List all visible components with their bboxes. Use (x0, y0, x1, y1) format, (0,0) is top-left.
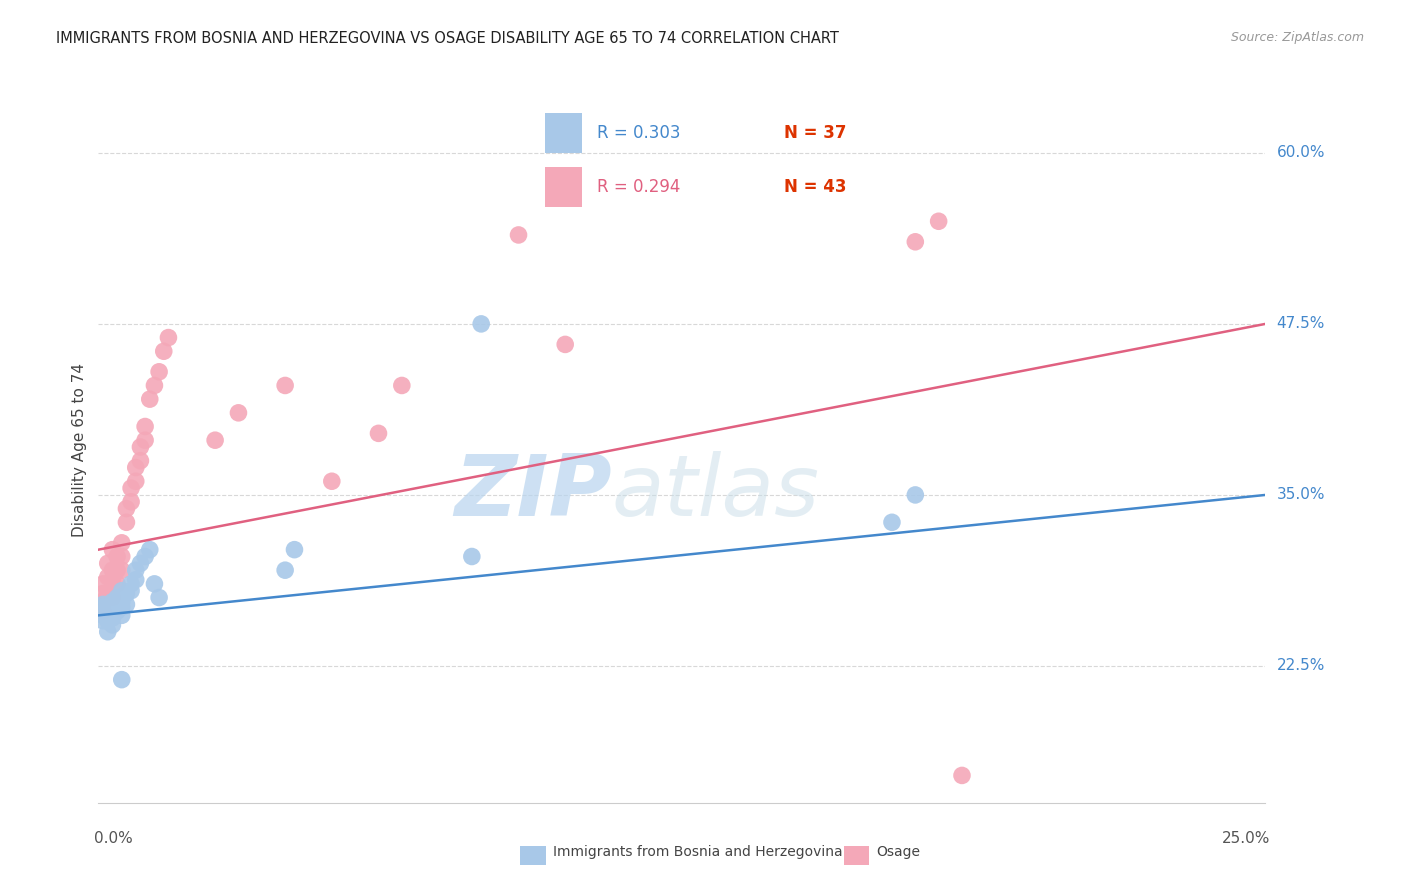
Point (139, 392, 162, 406)
Point (120, 495, 142, 509)
Point (111, 583, 134, 598)
Point (157, 330, 180, 344)
Point (508, 227, 530, 242)
Point (120, 583, 142, 598)
Point (97, 586, 120, 600)
Text: 35.0%: 35.0% (1277, 487, 1324, 502)
Point (470, 317, 492, 331)
Point (111, 595, 134, 609)
Point (274, 563, 297, 577)
Point (134, 433, 156, 447)
Point (129, 557, 152, 571)
Text: Osage: Osage (876, 845, 920, 859)
Text: N = 43: N = 43 (785, 178, 846, 196)
Point (101, 563, 124, 577)
Point (139, 542, 162, 557)
Point (105, 549, 128, 564)
Point (101, 591, 124, 605)
Point (120, 577, 142, 591)
Bar (546, 113, 582, 153)
Point (125, 475, 148, 489)
Point (228, 406, 250, 420)
Text: Immigrants from Bosnia and Herzegovina: Immigrants from Bosnia and Herzegovina (553, 845, 842, 859)
Point (880, 516, 903, 530)
Point (101, 618, 124, 632)
Point (129, 440, 152, 454)
Point (928, 214, 950, 228)
Point (91, 577, 114, 591)
Text: R = 0.303: R = 0.303 (598, 124, 681, 143)
Point (111, 600, 134, 615)
Point (101, 595, 124, 609)
Point (91, 598, 114, 612)
Point (204, 433, 226, 447)
Point (321, 475, 343, 489)
Text: 22.5%: 22.5% (1277, 658, 1324, 673)
Point (105, 591, 128, 605)
Point (950, 768, 973, 782)
Point (129, 454, 152, 468)
Point (904, 488, 927, 502)
Point (367, 426, 389, 441)
Point (111, 563, 134, 577)
Point (148, 591, 170, 605)
Point (125, 460, 148, 475)
Point (97, 600, 120, 615)
Point (101, 600, 124, 615)
Point (115, 598, 138, 612)
Point (111, 673, 134, 687)
Point (91, 595, 114, 609)
Point (91, 614, 114, 628)
Text: ZIP: ZIP (454, 451, 612, 534)
Text: Source: ZipAtlas.com: Source: ZipAtlas.com (1230, 31, 1364, 45)
Point (152, 344, 174, 359)
Point (91, 600, 114, 615)
Point (115, 516, 138, 530)
Point (101, 542, 124, 557)
Point (111, 549, 134, 564)
Point (143, 378, 166, 392)
Text: N = 37: N = 37 (785, 124, 846, 143)
Point (101, 573, 124, 587)
Point (391, 378, 413, 392)
Point (105, 604, 128, 618)
Point (111, 608, 134, 623)
Bar (546, 167, 582, 207)
Point (97, 557, 120, 571)
Point (143, 577, 166, 591)
Y-axis label: Disability Age 65 to 74: Disability Age 65 to 74 (72, 363, 87, 538)
Point (91, 604, 114, 618)
Text: atlas: atlas (612, 451, 820, 534)
Point (125, 573, 148, 587)
Point (904, 235, 927, 249)
Point (97, 570, 120, 584)
Point (91, 608, 114, 623)
Point (101, 611, 124, 625)
Point (97, 624, 120, 639)
Point (105, 563, 128, 577)
Point (91, 586, 114, 600)
Point (125, 563, 148, 577)
Point (554, 337, 576, 351)
Text: 25.0%: 25.0% (1222, 831, 1270, 846)
Text: 0.0%: 0.0% (94, 831, 132, 846)
Text: 60.0%: 60.0% (1277, 145, 1324, 161)
Point (105, 598, 128, 612)
Text: IMMIGRANTS FROM BOSNIA AND HERZEGOVINA VS OSAGE DISABILITY AGE 65 TO 74 CORRELAT: IMMIGRANTS FROM BOSNIA AND HERZEGOVINA V… (56, 31, 839, 46)
Point (97, 614, 120, 628)
Point (97, 604, 120, 618)
Point (461, 549, 484, 564)
Point (134, 419, 156, 434)
Point (105, 577, 128, 591)
Point (115, 586, 138, 600)
Text: R = 0.294: R = 0.294 (598, 178, 681, 196)
Point (115, 501, 138, 516)
Point (283, 542, 305, 557)
Point (111, 536, 134, 550)
Point (134, 549, 156, 564)
Point (148, 365, 170, 379)
Text: 47.5%: 47.5% (1277, 317, 1324, 332)
Point (274, 378, 297, 392)
Point (120, 481, 142, 495)
